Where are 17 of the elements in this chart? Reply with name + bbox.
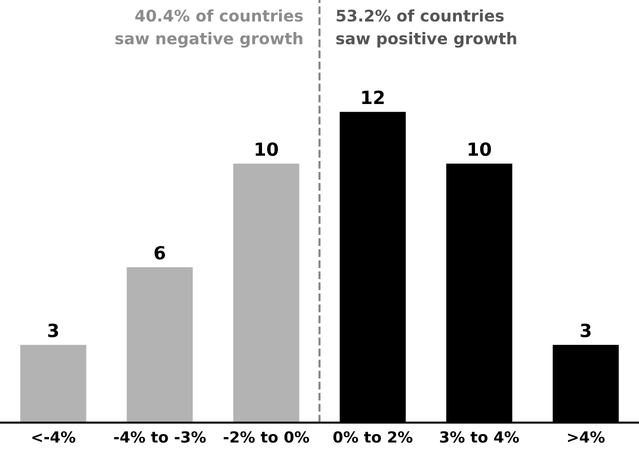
x-tick-label: >4%	[568, 431, 605, 443]
data-label: 12	[362, 90, 384, 104]
x-tick-label: 0% to 2%	[333, 431, 412, 443]
x-tick-label: -2% to 0%	[224, 431, 310, 443]
data-label: 3	[580, 324, 591, 338]
text: 40.4% of countries saw negative growth	[115, 9, 303, 48]
bar	[126, 267, 193, 423]
x-tick-label: -4% to -3%	[114, 431, 206, 443]
bar	[233, 164, 300, 423]
text: 53.2% of countries saw positive growth	[336, 9, 516, 48]
data-label: 10	[468, 142, 491, 156]
x-tick-label: 3% to 4%	[440, 431, 519, 443]
data-label: 10	[256, 142, 278, 156]
x-tick-label: <-4%	[32, 431, 76, 443]
bar	[20, 344, 86, 423]
data-label: 3	[48, 324, 58, 338]
data-label: 6	[154, 246, 166, 260]
